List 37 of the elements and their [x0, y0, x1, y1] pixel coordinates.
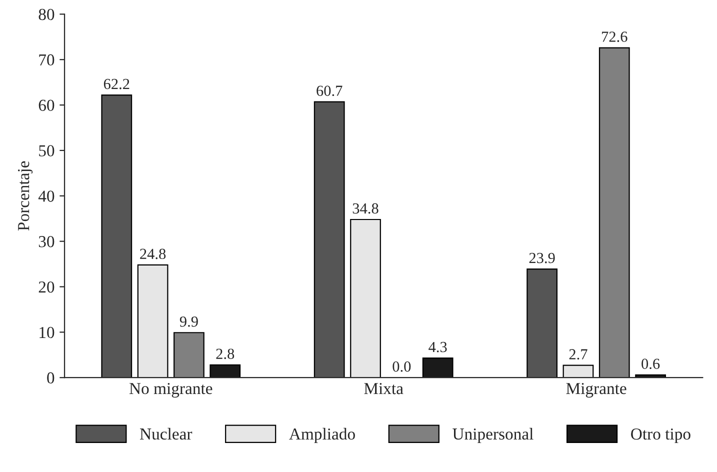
- data-label: 4.3: [428, 342, 447, 352]
- legend-label: Ampliado: [289, 428, 355, 444]
- y-tick-label: 60: [38, 100, 54, 111]
- data-label: 72.6: [602, 32, 628, 42]
- data-label: 23.9: [529, 252, 555, 264]
- data-label: 34.8: [352, 203, 378, 214]
- y-tick-label: 40: [38, 190, 54, 202]
- data-label: 0.0: [392, 361, 411, 372]
- data-label: 60.7: [316, 86, 342, 96]
- data-label: 9.9: [180, 316, 198, 327]
- data-label: 0.6: [642, 358, 660, 370]
- data-label: 2.8: [216, 348, 234, 360]
- bar: [137, 264, 168, 378]
- data-label: 62.2: [104, 78, 130, 90]
- y-tick-label: 0: [47, 372, 54, 384]
- legend-label: Unipersonal: [452, 428, 534, 444]
- y-tick-label: 70: [39, 54, 54, 66]
- y-tick-label: 10: [40, 326, 54, 338]
- data-label: 2.7: [569, 349, 588, 360]
- legend-label: Otro tipo: [631, 428, 690, 444]
- y-tick-label: 20: [38, 281, 54, 293]
- x-tick-label: Mixta: [364, 382, 404, 394]
- y-tick-label: 30: [38, 236, 54, 248]
- bar: [562, 364, 594, 378]
- y-tick-label: 80: [38, 8, 54, 20]
- bar: [314, 101, 345, 378]
- data-label: 24.8: [140, 248, 166, 260]
- bar: [101, 94, 132, 378]
- bar: [526, 268, 558, 378]
- x-tick-label: Migrante: [566, 382, 626, 398]
- y-tick-label: 50: [39, 145, 54, 156]
- bar: [174, 332, 204, 378]
- bar: [598, 47, 630, 378]
- legend-label: Nuclear: [140, 428, 192, 440]
- y-axis-title: Porcentaje: [18, 161, 33, 231]
- bar: [350, 218, 381, 378]
- x-tick-label: No migrante: [129, 382, 212, 398]
